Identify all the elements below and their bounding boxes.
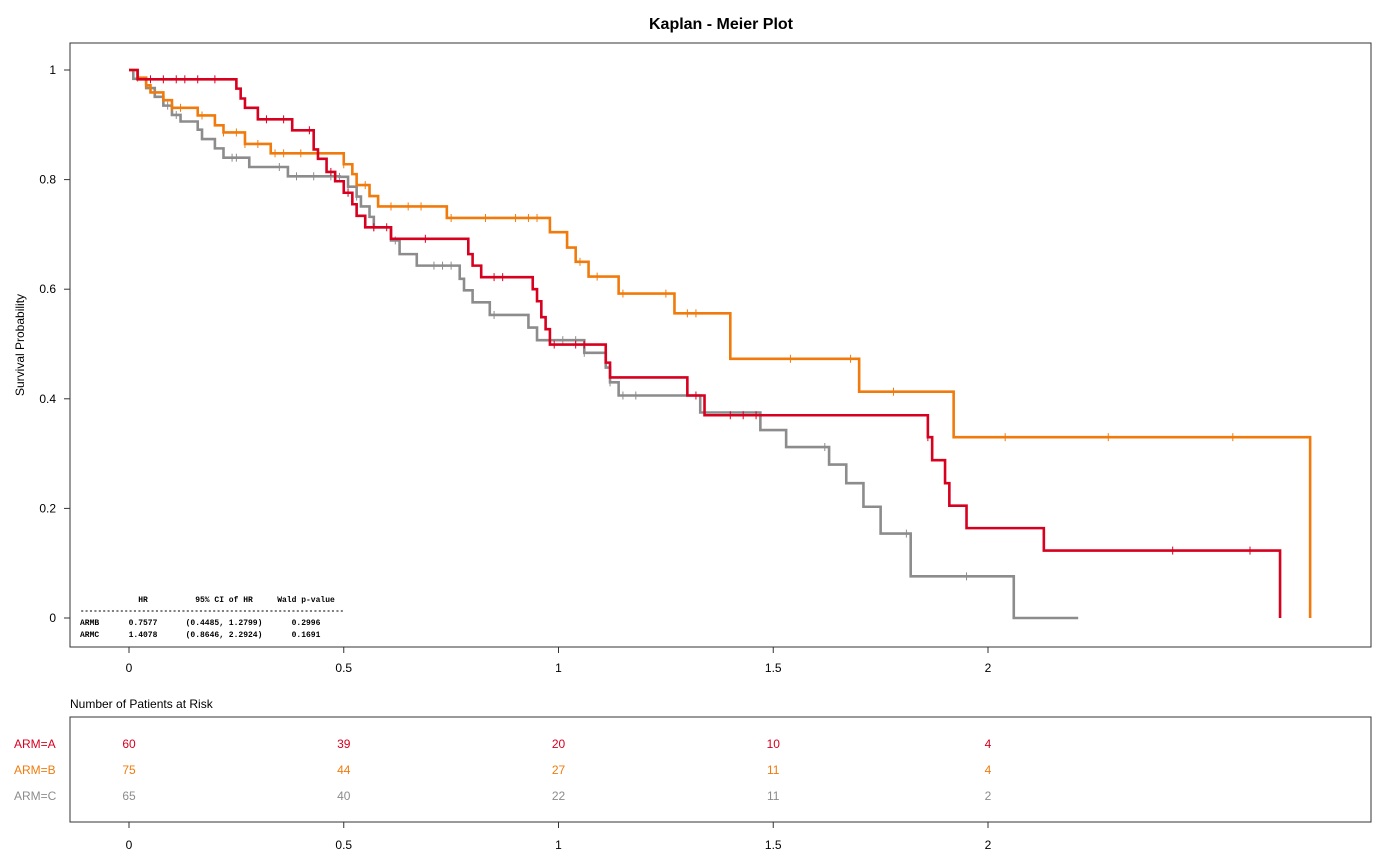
y-axis-title: Survival Probability xyxy=(13,294,27,396)
series-arm-b xyxy=(129,68,1312,618)
risk-count: 27 xyxy=(552,763,566,777)
risk-row-label: ARM=B xyxy=(14,763,56,777)
risk-count: 22 xyxy=(552,789,566,803)
risk-count: 44 xyxy=(337,763,351,777)
x-tick-label: 1 xyxy=(555,661,562,675)
x-tick-label: 0.5 xyxy=(335,661,352,675)
survival-step-line xyxy=(129,68,1312,618)
hr-row-p: 0.2996 xyxy=(292,619,321,628)
hr-row-arm: ARMB xyxy=(80,619,99,628)
survival-step-line xyxy=(129,68,1079,620)
hr-row-p: 0.1691 xyxy=(292,631,321,640)
hr-row-hr: 0.7577 xyxy=(129,619,158,628)
risk-count: 11 xyxy=(767,789,780,803)
y-tick-label: 0.4 xyxy=(39,392,56,406)
risk-count: 39 xyxy=(337,737,351,751)
risk-x-tick-label: 2 xyxy=(985,838,992,852)
risk-table-frame xyxy=(69,716,1372,823)
risk-x-tick-label: 0 xyxy=(126,838,133,852)
y-tick-label: 0.6 xyxy=(39,282,56,296)
risk-x-tick-label: 1.5 xyxy=(765,838,782,852)
risk-x-tick-label: 0.5 xyxy=(335,838,352,852)
risk-count: 40 xyxy=(337,789,351,803)
y-axis: 0 0.2 0.4 0.6 0.8 1 xyxy=(39,63,70,625)
hr-header-p: Wald p-value xyxy=(277,596,335,605)
y-tick-label: 0 xyxy=(49,611,56,625)
risk-count: 20 xyxy=(552,737,566,751)
survival-curves xyxy=(129,68,1312,620)
survival-step-line xyxy=(129,68,1282,618)
hr-row-hr: 1.4078 xyxy=(129,631,158,640)
risk-count: 4 xyxy=(985,763,992,777)
y-tick-label: 0.8 xyxy=(39,173,56,187)
y-tick-label: 1 xyxy=(49,63,56,77)
risk-count: 11 xyxy=(767,763,780,777)
risk-row-label: ARM=A xyxy=(14,737,56,751)
hr-row-arm: ARMC xyxy=(80,631,99,640)
hr-divider: ----------------------------------------… xyxy=(80,607,344,616)
plot-frame xyxy=(69,42,1372,648)
y-tick-label: 0.2 xyxy=(39,501,56,515)
risk-count: 2 xyxy=(985,789,992,803)
risk-count: 65 xyxy=(122,789,136,803)
hazard-ratio-table: HR 95% CI of HR Wald p-value -----------… xyxy=(80,596,344,640)
x-tick-label: 2 xyxy=(985,661,992,675)
risk-table: ARM=A 60 39 20 10 4 ARM=B 75 44 27 11 4 ARM=C 65 40 22 1… xyxy=(14,737,992,803)
hr-header-hr: HR xyxy=(138,596,148,605)
risk-count: 4 xyxy=(985,737,992,751)
risk-row-label: ARM=C xyxy=(14,789,57,803)
risk-table-x-axis: 0 0.5 1 1.5 2 xyxy=(126,822,992,852)
series-arm-a xyxy=(129,68,1282,618)
x-axis: 0 0.5 1 1.5 2 xyxy=(126,647,992,675)
x-tick-label: 0 xyxy=(126,661,133,675)
hr-row-ci: (0.4485, 1.2799) xyxy=(186,619,263,628)
risk-x-tick-label: 1 xyxy=(555,838,562,852)
hr-header-ci: 95% CI of HR xyxy=(195,596,253,605)
chart-title: Kaplan - Meier Plot xyxy=(649,16,794,33)
risk-count: 75 xyxy=(122,763,136,777)
risk-count: 10 xyxy=(767,737,781,751)
x-tick-label: 1.5 xyxy=(765,661,782,675)
risk-count: 60 xyxy=(122,737,136,751)
risk-table-title: Number of Patients at Risk xyxy=(70,697,214,711)
hr-row-ci: (0.8646, 2.2924) xyxy=(186,631,263,640)
